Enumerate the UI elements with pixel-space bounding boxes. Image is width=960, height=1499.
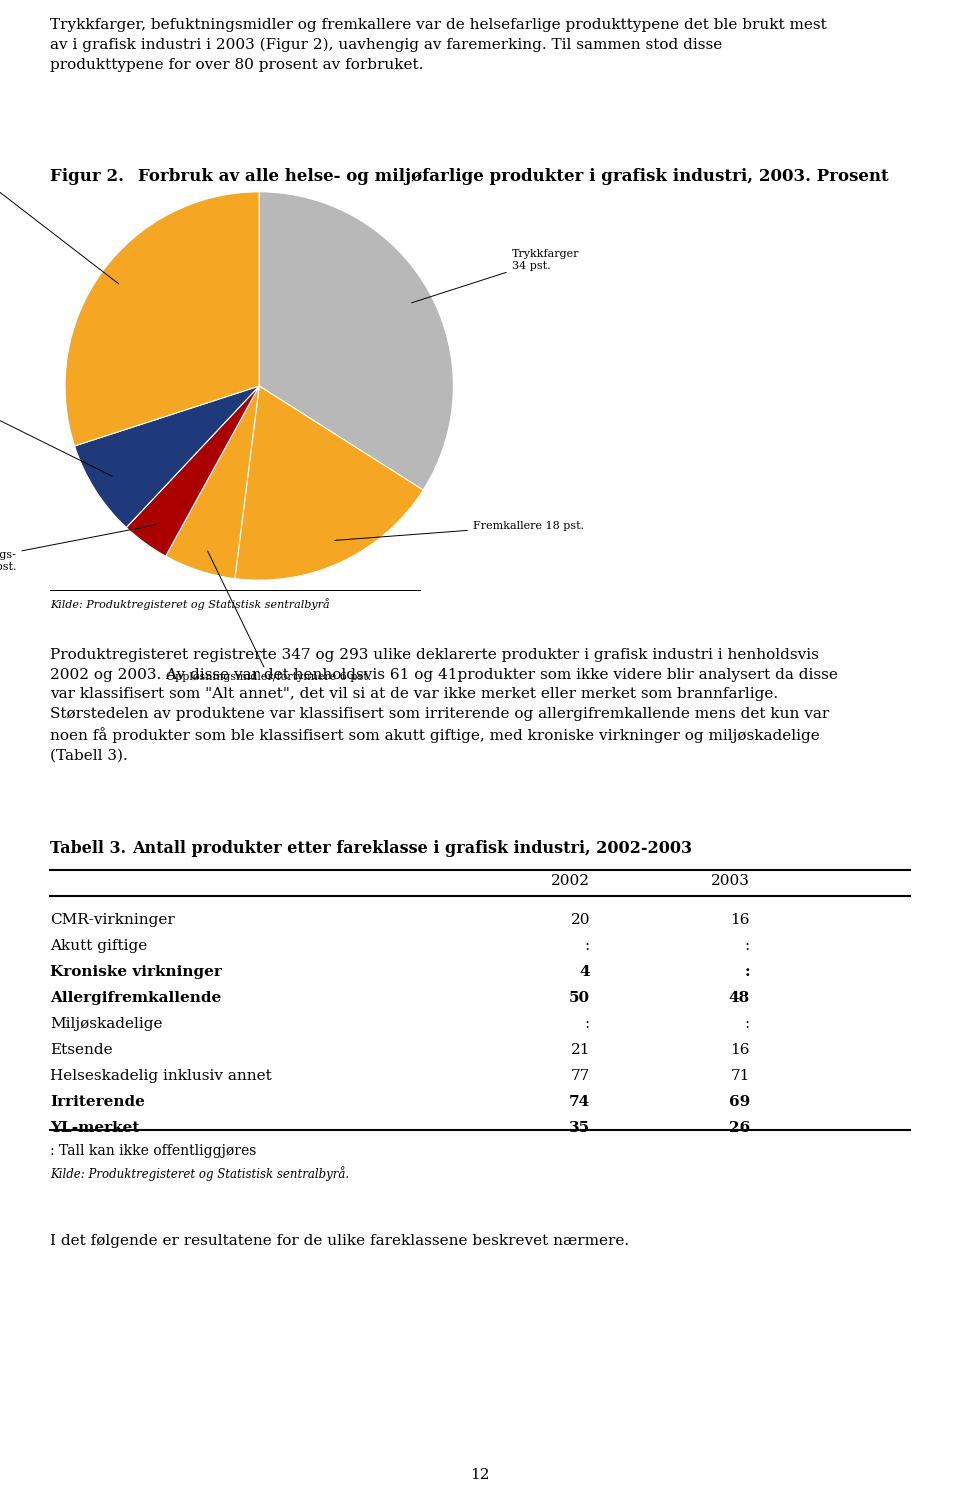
Text: 74: 74 — [568, 1094, 590, 1109]
Text: Figur 2.: Figur 2. — [50, 168, 124, 184]
Text: :: : — [745, 1016, 750, 1031]
Text: Irriterende: Irriterende — [50, 1094, 145, 1109]
Text: :: : — [745, 938, 750, 953]
Text: Forbruk av alle helse- og miljøfarlige produkter i grafisk industri, 2003. Prose: Forbruk av alle helse- og miljøfarlige p… — [138, 168, 889, 184]
Text: 2003: 2003 — [711, 874, 750, 887]
Text: Kilde: Produktregisteret og Statistisk sentralbyrå.: Kilde: Produktregisteret og Statistisk s… — [50, 1166, 349, 1181]
Text: :: : — [744, 965, 750, 979]
Text: 77: 77 — [571, 1069, 590, 1082]
Text: Kroniske virkninger: Kroniske virkninger — [50, 965, 222, 979]
Text: YL-merket: YL-merket — [50, 1121, 139, 1135]
Text: CMR-virkninger: CMR-virkninger — [50, 913, 175, 926]
Text: 4: 4 — [580, 965, 590, 979]
Text: 20: 20 — [570, 913, 590, 926]
Text: Fremkallere 18 pst.: Fremkallere 18 pst. — [335, 520, 584, 541]
Text: Akutt giftige: Akutt giftige — [50, 938, 147, 953]
Text: Rengjørings-
produkter 4 pst.: Rengjørings- produkter 4 pst. — [0, 525, 156, 571]
Text: Produktregisteret registrerte 347 og 293 ulike deklarerte produkter i grafisk in: Produktregisteret registrerte 347 og 293… — [50, 648, 838, 763]
Text: 21: 21 — [570, 1043, 590, 1057]
Text: 26: 26 — [729, 1121, 750, 1135]
Text: Trykkfarger
34 pst.: Trykkfarger 34 pst. — [412, 249, 579, 303]
Text: : Tall kan ikke offentliggjøres: : Tall kan ikke offentliggjøres — [50, 1144, 256, 1159]
Text: 48: 48 — [729, 991, 750, 1004]
Text: Helseskadelig inklusiv annet: Helseskadelig inklusiv annet — [50, 1069, 272, 1082]
Text: Tabell 3.: Tabell 3. — [50, 839, 126, 857]
Wedge shape — [65, 192, 259, 447]
Wedge shape — [259, 192, 453, 490]
Text: 71: 71 — [731, 1069, 750, 1082]
Text: Miljøskadelige: Miljøskadelige — [50, 1016, 162, 1031]
Wedge shape — [166, 387, 259, 579]
Text: 16: 16 — [731, 913, 750, 926]
Text: :: : — [585, 1016, 590, 1031]
Text: Trykkfarger, befuktningsmidler og fremkallere var de helsefarlige produkttypene : Trykkfarger, befuktningsmidler og fremka… — [50, 18, 827, 72]
Wedge shape — [235, 387, 423, 580]
Text: Kilde: Produktregisteret og Statistisk sentralbyrå: Kilde: Produktregisteret og Statistisk s… — [50, 598, 329, 610]
Text: Oppløsningsmidler/fortynnere 6 pst.: Oppløsningsmidler/fortynnere 6 pst. — [166, 552, 372, 682]
Text: Allergifremkallende: Allergifremkallende — [50, 991, 221, 1004]
Text: Andre
produkter
8 pst.: Andre produkter 8 pst. — [0, 360, 112, 477]
Text: Etsende: Etsende — [50, 1043, 112, 1057]
Text: I det følgende er resultatene for de ulike fareklassene beskrevet nærmere.: I det følgende er resultatene for de uli… — [50, 1234, 629, 1249]
Text: :: : — [585, 938, 590, 953]
Wedge shape — [127, 387, 259, 556]
Text: 50: 50 — [569, 991, 590, 1004]
Text: 16: 16 — [731, 1043, 750, 1057]
Text: 2002: 2002 — [551, 874, 590, 887]
Text: 12: 12 — [470, 1468, 490, 1483]
Wedge shape — [75, 387, 259, 528]
Text: Befuktningsmidler 30 pst.: Befuktningsmidler 30 pst. — [0, 129, 119, 283]
Text: 35: 35 — [569, 1121, 590, 1135]
Text: Antall produkter etter fareklasse i grafisk industri, 2002-2003: Antall produkter etter fareklasse i graf… — [132, 839, 692, 857]
Text: 69: 69 — [729, 1094, 750, 1109]
